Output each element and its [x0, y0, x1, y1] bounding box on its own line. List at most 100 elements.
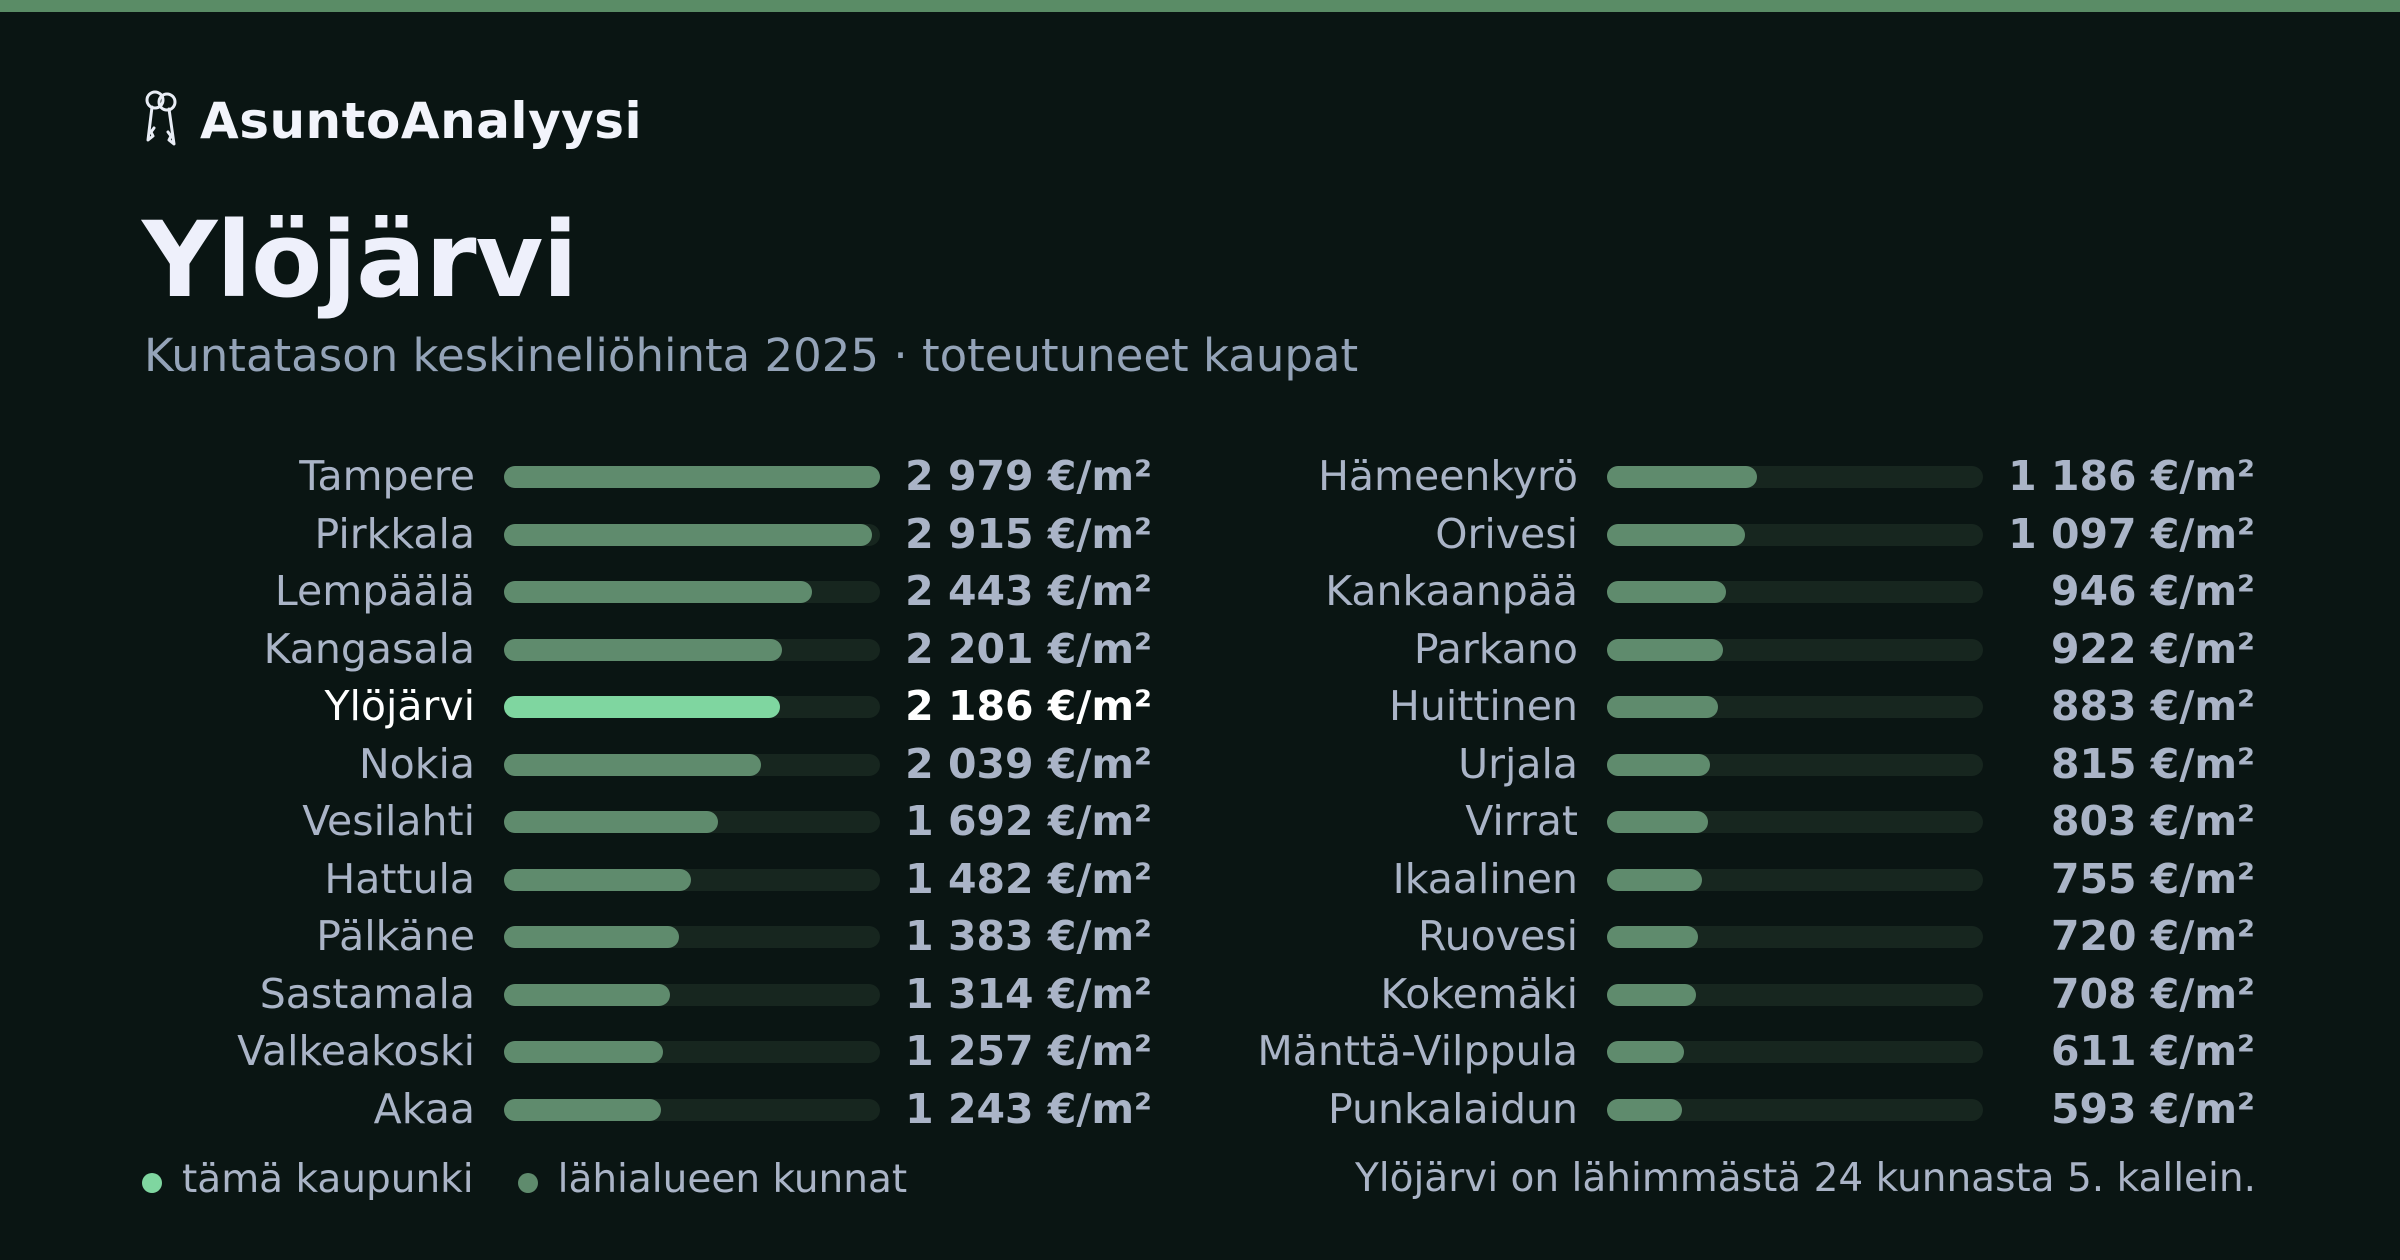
value-label: 593 €/m²: [2050, 1084, 2255, 1133]
bar-row: Hämeenkyrö 1 186 €/m²: [0, 448, 2400, 505]
legend-label-nearby: lähialueen kunnat: [557, 1156, 908, 1202]
category-label: Pälkäne: [316, 912, 475, 960]
category-label: Orivesi: [1435, 509, 1578, 558]
bar-track: [1607, 753, 1983, 776]
category-label: Ruovesi: [1418, 912, 1578, 960]
legend-item-this-city: tämä kaupunki: [142, 1157, 474, 1202]
bar-track: [1607, 1041, 1983, 1063]
category-label: Virrat: [1465, 797, 1578, 845]
bar: [504, 466, 880, 488]
bar: [1607, 696, 1718, 718]
category-label: Kokemäki: [1380, 969, 1578, 1018]
bar-track: [504, 523, 880, 546]
bar-row: Kankaanpää 946 €/m²: [0, 563, 2400, 620]
bar: [1607, 523, 1745, 546]
value-label: 1 243 €/m²: [905, 1084, 1152, 1133]
bar-row: Pälkäne 1 383 €/m²: [0, 908, 2400, 965]
value-label: 1 482 €/m²: [905, 854, 1152, 903]
bar-row: Hattula 1 482 €/m²: [0, 851, 2400, 908]
category-label: Pirkkala: [314, 509, 475, 558]
bar: [504, 868, 691, 891]
bar: [1607, 466, 1757, 488]
bar: [504, 581, 812, 603]
value-label: 2 443 €/m²: [905, 567, 1152, 615]
bar: [504, 696, 780, 718]
value-label: 1 692 €/m²: [905, 797, 1152, 845]
bar: [1607, 811, 1708, 833]
bar-row: Orivesi 1 097 €/m²: [0, 506, 2400, 563]
legend: tämä kaupunki lähialueen kunnat: [142, 1150, 951, 1208]
legend-item-nearby: lähialueen kunnat: [517, 1156, 908, 1202]
bar: [1607, 638, 1723, 661]
bar-row: Ikaalinen 755 €/m²: [0, 851, 2400, 908]
bar-track: [1607, 638, 1983, 661]
category-label: Kankaanpää: [1325, 567, 1578, 615]
bar-row: Kangasala 2 201 €/m²: [0, 621, 2400, 678]
bar-track: [504, 926, 880, 948]
bar-track: [1607, 926, 1983, 948]
bar-row: Valkeakoski 1 257 €/m²: [0, 1023, 2400, 1080]
page-title: Ylöjärvi: [142, 199, 578, 321]
bar: [504, 753, 761, 776]
bar: [1607, 581, 1726, 603]
bar-row: Ylöjärvi 2 186 €/m²: [0, 678, 2400, 735]
brand-name: AsuntoAnalyysi: [200, 92, 643, 150]
bar: [504, 811, 718, 833]
bar-row: Pirkkala 2 915 €/m²: [0, 506, 2400, 563]
bar-row: Huittinen 883 €/m²: [0, 678, 2400, 735]
bar-row: Vesilahti 1 692 €/m²: [0, 793, 2400, 850]
bar: [504, 1041, 663, 1063]
bar-row: Kokemäki 708 €/m²: [0, 966, 2400, 1023]
category-label: Tampere: [299, 452, 475, 500]
category-label: Lempäälä: [274, 567, 475, 615]
bar: [1607, 753, 1710, 776]
value-label: 2 915 €/m²: [905, 509, 1152, 558]
bar-row: Tampere 2 979 €/m²: [0, 448, 2400, 505]
bar-track: [1607, 523, 1983, 546]
category-label: Punkalaidun: [1327, 1084, 1578, 1133]
category-label: Sastamala: [259, 969, 475, 1018]
value-label: 803 €/m²: [2050, 797, 2255, 845]
legend-label-this-city: tämä kaupunki: [182, 1156, 474, 1202]
bar-row: Urjala 815 €/m²: [0, 736, 2400, 793]
top-accent-bar: [0, 0, 2400, 12]
bar-row: Sastamala 1 314 €/m²: [0, 966, 2400, 1023]
value-label: 1 383 €/m²: [905, 912, 1152, 960]
bar-track: [504, 466, 880, 488]
value-label: 720 €/m²: [2050, 912, 2255, 960]
bar-track: [1607, 868, 1983, 891]
category-label: Nokia: [358, 739, 475, 788]
category-label: Vesilahti: [302, 797, 475, 845]
bar-row: Akaa 1 243 €/m²: [0, 1081, 2400, 1138]
keys-icon: [140, 88, 182, 154]
bar-track: [504, 1098, 880, 1121]
bar-track: [504, 983, 880, 1006]
brand: AsuntoAnalyysi: [140, 86, 642, 156]
value-label: 815 €/m²: [2050, 739, 2255, 788]
value-label: 708 €/m²: [2050, 969, 2255, 1018]
value-label: 1 097 €/m²: [2008, 509, 2255, 558]
category-label: Urjala: [1458, 739, 1578, 788]
bar: [1607, 1041, 1684, 1063]
bar-track: [1607, 811, 1983, 833]
value-label: 611 €/m²: [2050, 1027, 2255, 1075]
bar-row: Mänttä-Vilppula 611 €/m²: [0, 1023, 2400, 1080]
value-label: 2 186 €/m²: [905, 682, 1152, 730]
bar-track: [1607, 696, 1983, 718]
bar-row: Nokia 2 039 €/m²: [0, 736, 2400, 793]
legend-dot-nearby: [517, 1173, 538, 1193]
value-label: 1 186 €/m²: [2008, 452, 2255, 500]
value-label: 2 201 €/m²: [905, 624, 1152, 673]
bar: [504, 983, 670, 1006]
bar: [1607, 983, 1696, 1006]
bar-row: Lempäälä 2 443 €/m²: [0, 563, 2400, 620]
bar-row: Punkalaidun 593 €/m²: [0, 1081, 2400, 1138]
bar-track: [504, 581, 880, 603]
category-label: Valkeakoski: [237, 1027, 475, 1075]
category-label: Akaa: [373, 1084, 475, 1133]
bar-track: [504, 811, 880, 833]
value-label: 1 314 €/m²: [905, 969, 1152, 1018]
category-label: Mänttä-Vilppula: [1257, 1027, 1578, 1075]
bar-row: Parkano 922 €/m²: [0, 621, 2400, 678]
bar: [504, 926, 679, 948]
